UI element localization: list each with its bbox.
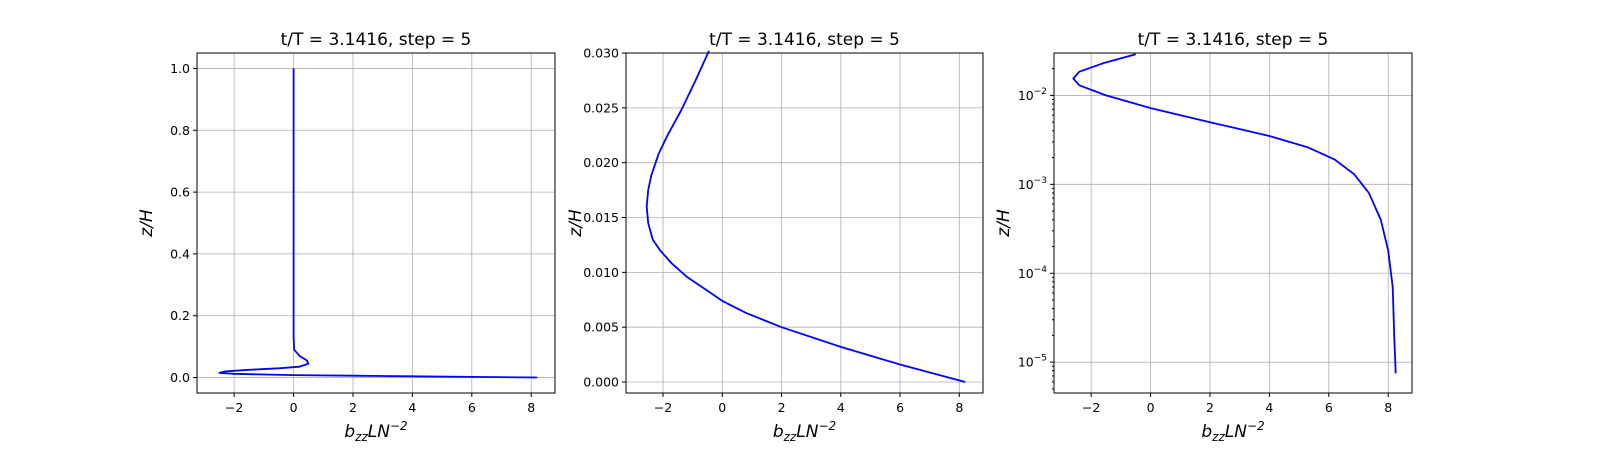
series-line — [218, 68, 538, 379]
y-axis-label: z/H — [137, 209, 157, 238]
x-tick-label: 2 — [1206, 400, 1214, 415]
x-tick-label: 0 — [290, 400, 298, 415]
y-tick-label: 0.8 — [170, 123, 190, 138]
x-tick-label: 0 — [718, 400, 726, 415]
y-tick-label: 0.6 — [170, 185, 190, 200]
y-tick-label: 0.020 — [583, 155, 619, 170]
axes-frame — [625, 52, 984, 394]
y-tick-label: 0.030 — [583, 46, 619, 61]
y-tick-label: 0.005 — [583, 320, 619, 335]
series-line — [1072, 53, 1397, 374]
x-tick-label: 2 — [349, 400, 357, 415]
subplot-2: −2 0 2 4 6 8 0.000 0.005 0.010 0.015 0.020 0.025 0.0… — [566, 30, 984, 444]
y-tick-label: 0.4 — [170, 246, 190, 261]
x-tick-label: 8 — [527, 400, 535, 415]
y-tick-label: 1.0 — [170, 61, 190, 76]
subplot-1: −2 0 2 4 6 8 0.0 0.2 0.4 0.6 0.8 1.0 t/T = 3.1416, s… — [137, 30, 556, 444]
y-tick-label: 0.010 — [583, 265, 619, 280]
x-tick-label: 6 — [468, 400, 476, 415]
y-tick-label: 10−2 — [1018, 87, 1047, 103]
y-tick-label: 10−4 — [1018, 265, 1047, 281]
y-tick-label: 10−5 — [1018, 354, 1047, 370]
y-tick-label: 0.0 — [170, 370, 190, 385]
y-tick-label: 0.015 — [583, 210, 619, 225]
x-tick-label: 4 — [408, 400, 416, 415]
y-tick-label: 0.025 — [583, 100, 619, 115]
x-axis-label: bzzLN−2 — [344, 419, 407, 444]
axes-frame — [1053, 52, 1413, 394]
x-tick-label: −2 — [225, 400, 243, 415]
x-tick-label: 6 — [896, 400, 904, 415]
subplot-title: t/T = 3.1416, step = 5 — [281, 30, 472, 50]
x-tick-label: 0 — [1147, 400, 1155, 415]
y-tick-label: 0.000 — [583, 375, 619, 390]
y-axis-label: z/H — [566, 209, 586, 238]
x-tick-label: 8 — [955, 400, 963, 415]
y-tick-label: 10−3 — [1018, 176, 1047, 192]
axes-frame — [196, 52, 556, 394]
x-tick-label: 6 — [1325, 400, 1333, 415]
y-tick-label: 0.2 — [170, 308, 190, 323]
y-axis-label: z/H — [994, 209, 1014, 238]
series-line — [645, 50, 966, 383]
x-axis-label: bzzLN−2 — [773, 419, 836, 444]
x-tick-label: 4 — [837, 400, 845, 415]
subplot-3: −2 0 2 4 6 8 10−5 10−4 10−3 10−2 t/T = 3.1416, ste… — [994, 30, 1413, 444]
x-tick-label: −2 — [654, 400, 672, 415]
x-axis-label: bzzLN−2 — [1201, 419, 1264, 444]
x-tick-label: −2 — [1082, 400, 1100, 415]
x-tick-label: 8 — [1384, 400, 1392, 415]
subplot-title: t/T = 3.1416, step = 5 — [709, 30, 900, 50]
x-tick-label: 2 — [778, 400, 786, 415]
x-tick-label: 4 — [1265, 400, 1273, 415]
subplot-title: t/T = 3.1416, step = 5 — [1138, 30, 1329, 50]
